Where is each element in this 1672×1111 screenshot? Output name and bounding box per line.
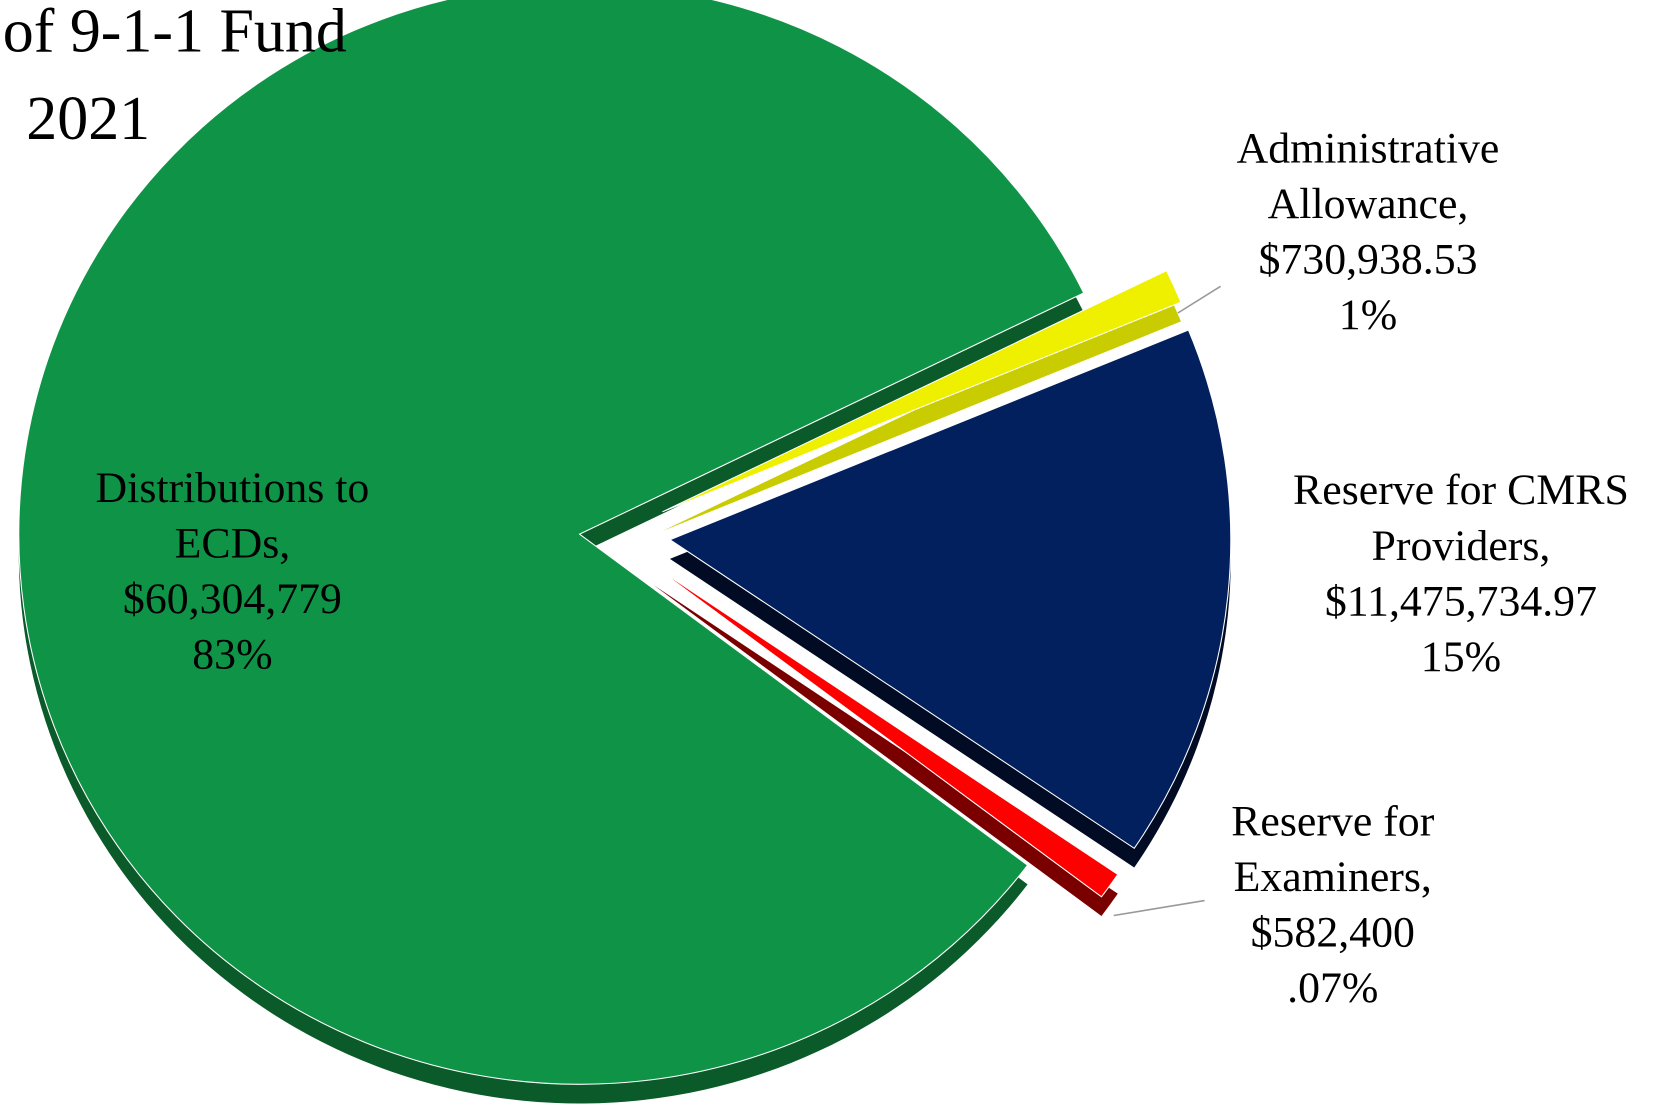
slice bbox=[653, 565, 1119, 898]
slice bbox=[662, 269, 1182, 513]
category-label: Reserve for CMRS Providers, bbox=[1293, 464, 1629, 570]
pie bbox=[18, 0, 1232, 1104]
percent-label: 83% bbox=[192, 629, 273, 679]
category-label: Administrative Allowance, bbox=[1236, 122, 1500, 228]
label-block: Reserve for CMRS Providers, $11,475,734.9… bbox=[1237, 461, 1672, 683]
label-block: Reserve for Examiners, $582,400.07% bbox=[1183, 793, 1482, 1015]
slice-depth bbox=[653, 585, 1118, 917]
category-label: Reserve for Examiners, bbox=[1231, 795, 1435, 901]
value-label: $11,475,734.97 bbox=[1324, 575, 1597, 625]
slice bbox=[18, 0, 1085, 1085]
leader-line bbox=[1113, 899, 1205, 917]
value-label: $60,304,779 bbox=[122, 573, 342, 623]
leader-line bbox=[1177, 285, 1222, 314]
value-label: $730,938.53 bbox=[1258, 233, 1478, 284]
data-label: Distributions to ECDs,$60,304,779 83% bbox=[40, 459, 425, 681]
value-label: $582,400 bbox=[1250, 906, 1415, 957]
data-label: Administrative Allowance,$730,938.531% bbox=[1176, 120, 1561, 342]
category-label: Distributions to ECDs, bbox=[95, 462, 370, 568]
percent-label: 1% bbox=[1338, 289, 1398, 339]
label-block: Administrative Allowance, $730,938.53 1% bbox=[1176, 120, 1561, 342]
percent-label: 15% bbox=[1420, 631, 1502, 681]
slice bbox=[668, 329, 1232, 850]
label-block: Distributions to ECDs, $60,304,779 83% bbox=[40, 459, 425, 681]
labels: Administrative Allowance,$730,938.531% Re… bbox=[40, 120, 1672, 1015]
chart-subtitle: 2021 bbox=[26, 85, 150, 153]
data-label: Reserve for CMRS Providers,$11,475,734.9… bbox=[1237, 461, 1672, 683]
chart-title: of 9-1-1 Fund bbox=[3, 0, 347, 65]
percent-label: .07% bbox=[1287, 962, 1379, 1012]
data-label: Reserve for Examiners,$582,400.07% bbox=[1183, 793, 1482, 1015]
